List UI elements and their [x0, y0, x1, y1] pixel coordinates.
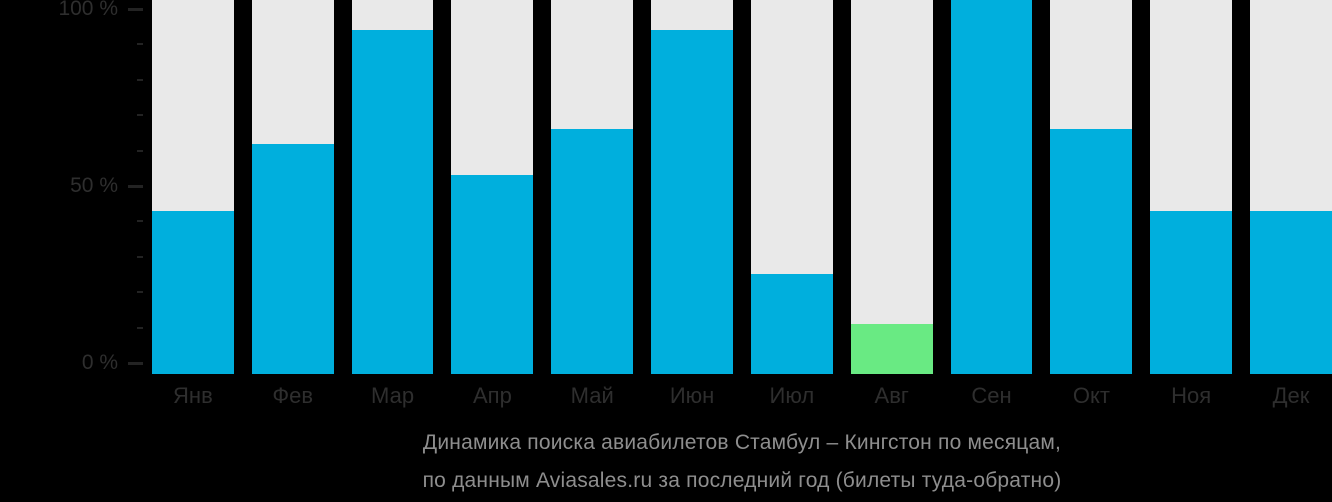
x-axis-label-8: Авг: [874, 383, 909, 408]
x-axis-label-5: Май: [570, 383, 614, 408]
y-axis-label-50: 50 %: [70, 174, 118, 197]
bar-fill-4: [451, 175, 534, 374]
bar-fill-9: [950, 0, 1033, 374]
bar-fill-11: [1150, 211, 1233, 374]
y-axis-tick-minor: [137, 220, 143, 222]
y-axis-label-0: 0 %: [81, 351, 118, 374]
bar-column-1: [152, 0, 234, 374]
plot-area: [152, 0, 1332, 374]
x-axis-label-12: Дек: [1272, 383, 1310, 408]
bar-column-3: [351, 0, 434, 374]
bar-fill-7: [750, 274, 833, 374]
x-axis-label-7: Июл: [769, 383, 815, 408]
bar-column-12: [1250, 0, 1332, 374]
bar-fill-6: [651, 30, 733, 374]
x-axis-label-2: Фев: [272, 383, 314, 408]
bar-column-5: [551, 0, 634, 374]
chart-title-line-2: по данным Aviasales.ru за последний год …: [422, 469, 1062, 492]
bar-fill-8: [850, 324, 933, 374]
bar-column-9: [950, 0, 1033, 374]
x-axis-label-10: Окт: [1072, 383, 1110, 408]
y-axis: 0 % 50 % 100 %: [0, 0, 152, 374]
bar-fill-5: [551, 129, 634, 374]
chart-title: Динамика поиска авиабилетов Стамбул – Ки…: [152, 424, 1332, 500]
y-axis-tick-minor: [137, 327, 143, 329]
bar-column-7: [750, 0, 833, 374]
y-axis-tick-major: [128, 362, 143, 365]
bar-column-8: [850, 0, 933, 374]
bar-column-4: [451, 0, 534, 374]
y-axis-tick-major: [128, 185, 143, 188]
y-axis-tick-minor: [137, 114, 143, 116]
y-axis-tick-minor: [137, 79, 143, 81]
y-axis-label-100: 100 %: [58, 0, 118, 20]
x-axis: Янв Фев Мар Апр Май Июн Июл Авг Сен Окт Ноя Дек: [152, 376, 1332, 416]
x-axis-label-4: Апр: [472, 383, 512, 408]
x-axis-label-1: Янв: [173, 383, 213, 408]
bar-fill-10: [1050, 129, 1133, 374]
bar-fill-2: [251, 144, 334, 374]
y-axis-tick-minor: [137, 256, 143, 258]
x-axis-label-9: Сен: [971, 383, 1012, 408]
bar-fill-1: [152, 211, 234, 374]
y-axis-tick-minor: [137, 291, 143, 293]
bar-column-10: [1050, 0, 1133, 374]
y-axis-tick-minor: [137, 43, 143, 45]
chart-title-line-1: Динамика поиска авиабилетов Стамбул – Ки…: [422, 431, 1062, 454]
x-axis-label-3: Мар: [371, 383, 415, 408]
bar-column-6: [651, 0, 733, 374]
bar-fill-3: [351, 30, 434, 374]
bar-fill-12: [1250, 211, 1332, 374]
y-axis-tick-minor: [137, 150, 143, 152]
y-axis-tick-major: [128, 8, 143, 11]
bar-column-11: [1150, 0, 1233, 374]
x-axis-label-11: Ноя: [1171, 383, 1212, 408]
bar-column-2: [251, 0, 334, 374]
x-axis-label-6: Июн: [669, 383, 715, 408]
